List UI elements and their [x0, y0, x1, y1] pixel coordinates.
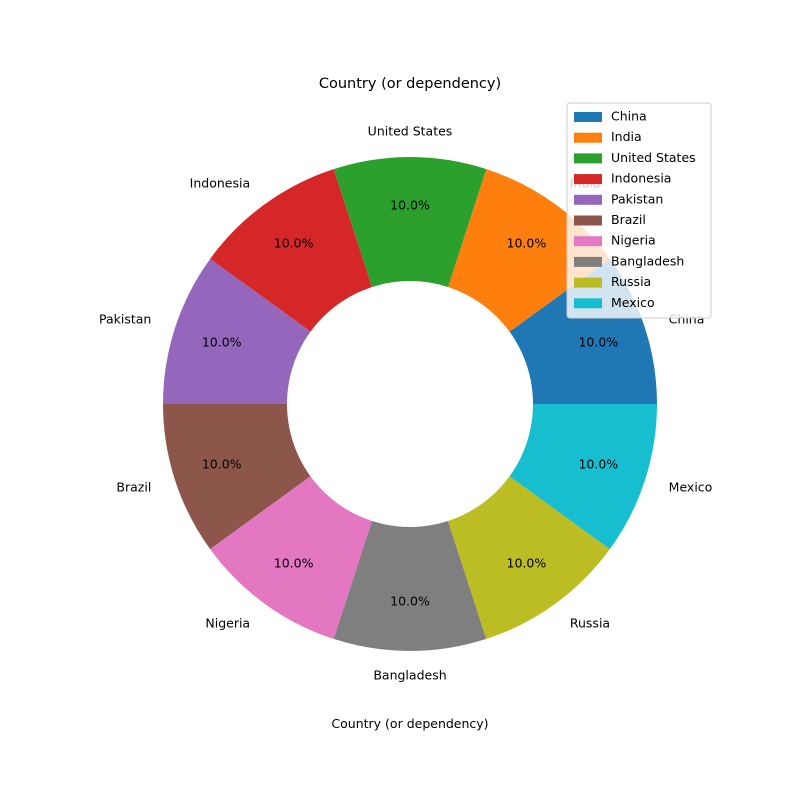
percent-label-india: 10.0% [507, 235, 547, 250]
percent-label-pakistan: 10.0% [202, 334, 242, 349]
percent-label-brazil: 10.0% [202, 457, 242, 472]
percent-label-indonesia: 10.0% [274, 235, 314, 250]
legend-label-pakistan: Pakistan [611, 191, 663, 206]
slice-bangladesh [333, 404, 487, 651]
legend-swatch-china [574, 112, 602, 122]
category-label-russia: Russia [570, 616, 610, 631]
category-label-bangladesh: Bangladesh [373, 668, 446, 683]
legend-label-nigeria: Nigeria [611, 233, 656, 248]
legend-label-india: India [611, 129, 642, 144]
x-axis-label: Country (or dependency) [331, 716, 488, 731]
legend-frame [566, 102, 712, 319]
legend-label-brazil: Brazil [611, 212, 646, 227]
legend-swatch-india [574, 132, 602, 143]
legend-label-indonesia: Indonesia [611, 171, 671, 186]
legend-swatch-bangladesh [574, 256, 602, 267]
percent-label-bangladesh: 10.0% [390, 594, 430, 609]
percent-label-china: 10.0% [578, 334, 618, 349]
chart-title: Country (or dependency) [319, 76, 501, 92]
category-label-brazil: Brazil [116, 480, 151, 495]
legend-swatch-mexico [574, 298, 602, 309]
legend-swatch-russia [574, 277, 602, 288]
legend-label-russia: Russia [611, 274, 651, 289]
category-label-mexico: Mexico [669, 480, 713, 495]
percent-label-nigeria: 10.0% [274, 556, 314, 571]
legend-label-united-states: United States [611, 150, 696, 165]
percent-label-mexico: 10.0% [578, 457, 618, 472]
legend-swatch-brazil [574, 215, 602, 226]
legend: China India United States Indonesia Pakistan… [566, 102, 712, 319]
legend-swatch-indonesia [574, 174, 602, 185]
percent-label-united-states: 10.0% [390, 198, 430, 213]
donut-hole [287, 281, 533, 527]
legend-label-bangladesh: Bangladesh [611, 253, 684, 268]
category-label-nigeria: Nigeria [205, 616, 250, 631]
category-label-united-states: United States [368, 124, 453, 139]
slice-united-states [333, 157, 487, 404]
category-label-pakistan: Pakistan [99, 311, 151, 326]
legend-label-china: China [611, 109, 647, 124]
legend-swatch-pakistan [574, 194, 602, 205]
legend-label-mexico: Mexico [611, 295, 655, 310]
legend-swatch-nigeria [574, 236, 602, 247]
percent-label-russia: 10.0% [507, 556, 547, 571]
category-label-indonesia: Indonesia [190, 175, 250, 190]
legend-swatch-united-states [574, 153, 602, 164]
